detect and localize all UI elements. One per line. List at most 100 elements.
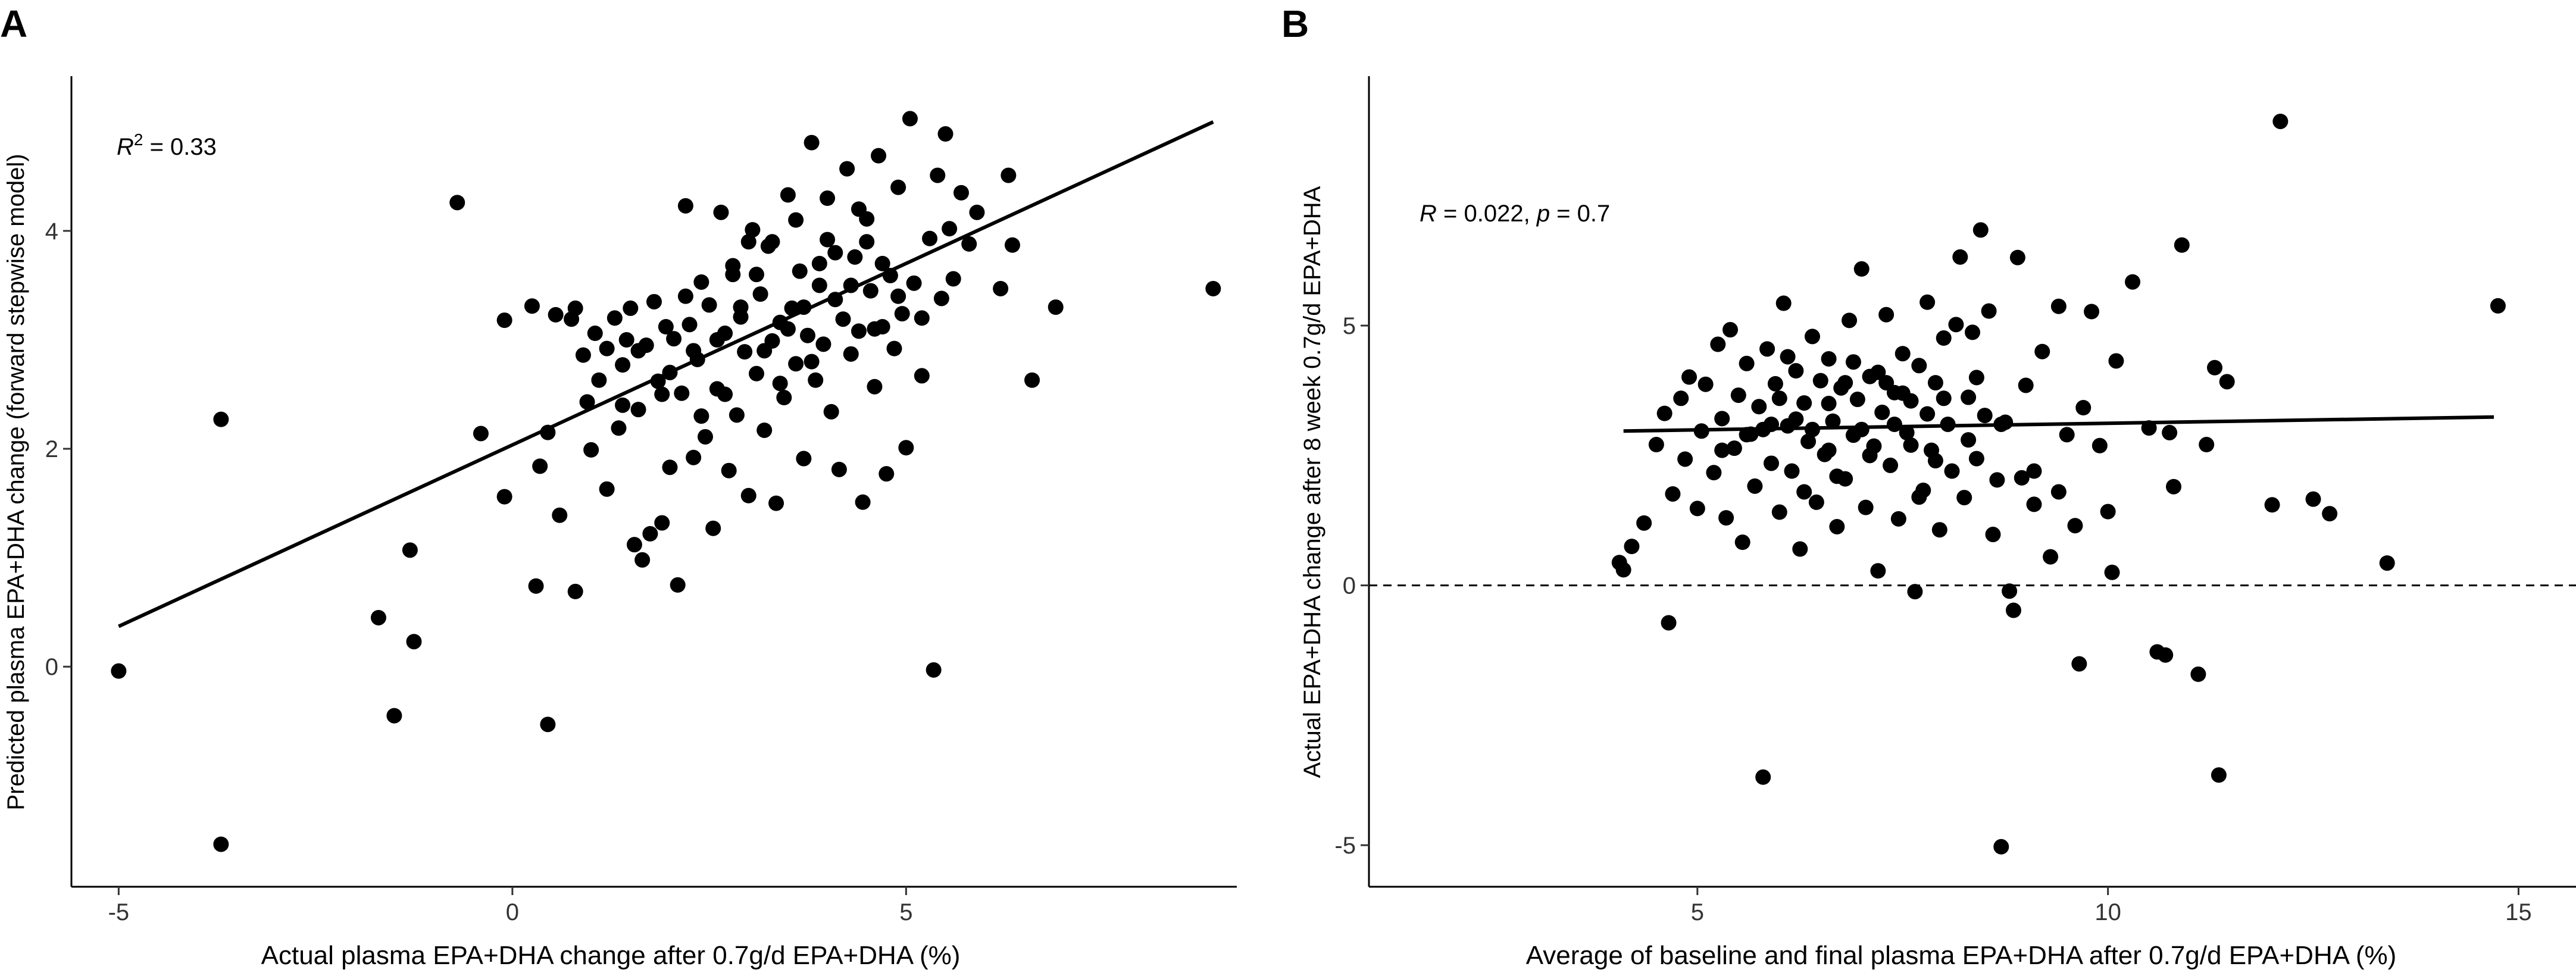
panel-b-data-point [1911, 358, 1927, 374]
panel-a-data-point [693, 408, 709, 424]
panel-a-data-point [599, 481, 615, 497]
panel-b-data-point [1812, 373, 1828, 389]
panel-b-data-point [2059, 427, 2075, 443]
panel-a-x-title: Actual plasma EPA+DHA change after 0.7g/… [261, 941, 961, 970]
panel-b-data-point [1829, 468, 1845, 484]
panel-a-data-point [552, 507, 568, 523]
panel-b-data-point [1837, 375, 1853, 391]
panel-b-data-point [1993, 416, 2009, 432]
panel-a-data-point [599, 340, 615, 356]
panel-b-data-point [1693, 423, 1709, 439]
panel-a-data-point [748, 267, 764, 283]
panel-b-data-point [2322, 506, 2338, 522]
panel-b-data-point [1944, 463, 1960, 479]
panel-a-data-point [733, 299, 749, 315]
panel-a-data-point [942, 221, 958, 237]
panel-a-data-point [839, 161, 855, 177]
panel-a-data-point [740, 234, 756, 250]
panel-a-data-point [890, 179, 906, 195]
panel-a-data-point [894, 306, 910, 322]
panel-b-data-point [1714, 442, 1730, 458]
panel-b-data-point [1615, 562, 1631, 578]
panel-a-data-point [496, 312, 512, 329]
panel-a-data-point [804, 354, 820, 370]
panel-a-data-point [370, 609, 386, 625]
panel-a-data-point [788, 356, 804, 372]
panel-a-data-point [654, 515, 670, 531]
panel-b-x-tick-label: 15 [2505, 899, 2532, 925]
panel-a-data-point [658, 319, 674, 335]
panel-b-data-point [2206, 359, 2222, 376]
panel-a-data-point [945, 271, 961, 287]
panel-b-y-tick-label: 0 [1343, 573, 1356, 599]
panel-a-data-point [843, 277, 859, 293]
panel-b-data-point [2211, 767, 2227, 783]
panel-a-data-point [953, 184, 969, 201]
panel-b-x-tick-label: 5 [1691, 899, 1704, 925]
panel-b-data-point [1796, 395, 1812, 411]
panel-a-data-point [1001, 167, 1017, 183]
panel-a-data-point [662, 364, 678, 380]
panel-a-data-point [930, 167, 946, 183]
panel-b-points [1611, 113, 2506, 855]
panel-b-data-point [1751, 399, 1767, 415]
panel-b-data-point [2100, 503, 2116, 520]
panel-a-data-point [642, 526, 658, 542]
panel-b-data-point [2092, 437, 2108, 453]
panel-b-data-point [1788, 363, 1804, 379]
panel-b-data-point [2043, 549, 2059, 565]
panel-a-data-point [879, 466, 895, 482]
panel-a-ticks: -5 0 5 0 2 4 [45, 218, 913, 925]
panel-a-data-point [862, 283, 879, 299]
panel-b-r-value: = 0.022, [1437, 201, 1537, 227]
panel-b-data-point [1681, 369, 1697, 385]
panel-a-data-point [623, 300, 639, 316]
panel-a-data-point [933, 290, 949, 306]
panel-b-data-point [1755, 421, 1771, 437]
panel-a-data-point [548, 306, 564, 323]
panel-a-data-point [618, 332, 634, 348]
panel-b-data-point [2490, 298, 2506, 314]
panel-a-data-point [756, 422, 773, 438]
panel-b-data-point [2305, 491, 2321, 507]
panel-b-data-point [1767, 376, 1783, 392]
panel-a-x-tick-label: 0 [506, 899, 519, 925]
panel-b-data-point [1755, 769, 1771, 785]
panel-b-data-point [1624, 539, 1640, 555]
panel-a-data-point [780, 187, 796, 203]
panel-b-data-point [2009, 249, 2025, 265]
panel-b-data-point [1920, 294, 1936, 310]
panel-b-data-point [1870, 563, 1886, 579]
panel-b-data-point [1927, 453, 1943, 469]
panel-a-x-tick-label: 5 [899, 899, 912, 925]
panel-a-data-point [740, 487, 756, 503]
panel-a-data-point [567, 583, 583, 599]
panel-b-data-point [2071, 656, 2087, 672]
panel-b-data-point [1784, 463, 1800, 479]
panel-a-r2-value: = 0.33 [143, 134, 216, 160]
panel-b-data-point [1878, 306, 1895, 323]
panel-a-data-point [213, 411, 229, 427]
panel-b-data-point [1853, 421, 1870, 437]
panel-b-data-point [1842, 312, 1858, 329]
panel-b-data-point [1796, 484, 1812, 500]
panel-b-data-point [1764, 455, 1779, 471]
panel-a-x-tick-label: -5 [108, 899, 130, 925]
panel-b-data-point [2084, 304, 2100, 320]
panel-b-data-point [2104, 564, 2120, 580]
panel-b-data-point [1968, 451, 1984, 467]
panel-b-data-point [1689, 501, 1705, 517]
panel-b-data-point [1920, 406, 1936, 422]
panel-a-data-point [851, 201, 867, 217]
panel-b-data-point [2174, 237, 2190, 253]
panel-a-data-point [1205, 280, 1221, 296]
panel-b-data-point [1883, 457, 1899, 473]
panel-a-data-point [792, 263, 808, 279]
panel-b-data-point [1903, 437, 1919, 453]
panel-b-data-point [1911, 489, 1927, 505]
panel-a-data-point [725, 267, 741, 283]
panel-a-data-point [993, 280, 1009, 296]
panel-a-points [111, 111, 1221, 852]
panel-b-data-point [1968, 370, 1984, 386]
panel-a-data-point [799, 327, 815, 343]
